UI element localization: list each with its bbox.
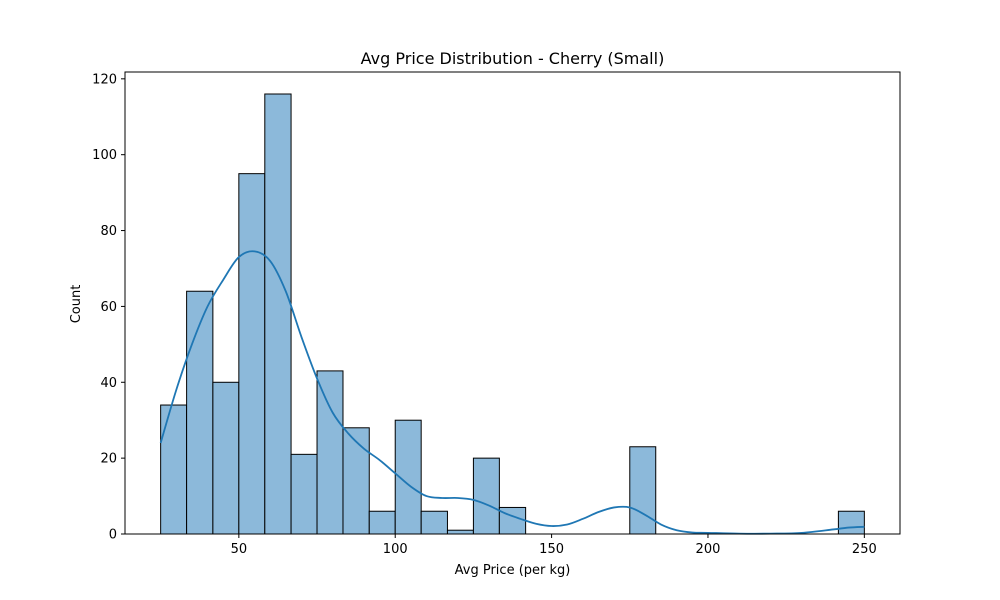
x-tick-label: 250 [852, 542, 877, 557]
histogram-bar [629, 446, 657, 535]
histogram-bar [160, 404, 188, 535]
y-axis-ticks: 0 20 40 60 80 100 120 [92, 72, 125, 543]
histogram-bars [160, 93, 865, 535]
axes [124, 71, 901, 535]
histogram-bar [420, 510, 448, 535]
y-tick-label: 80 [100, 224, 117, 239]
histogram-bar [264, 93, 292, 535]
y-tick-label: 0 [109, 528, 117, 543]
histogram-bar [368, 510, 396, 535]
x-tick-label: 200 [696, 542, 721, 557]
histogram-bar [212, 381, 240, 535]
x-axis-label: Avg Price (per kg) [455, 563, 571, 578]
y-tick-label: 100 [92, 148, 117, 163]
histogram-bar [342, 427, 370, 535]
histogram-bar [498, 506, 527, 535]
y-tick-label: 120 [92, 72, 117, 87]
y-tick-label: 40 [100, 376, 117, 391]
histogram-bar [238, 173, 266, 535]
histogram-bar [186, 290, 214, 535]
y-tick-label: 60 [100, 300, 117, 315]
y-axis-label: Count [69, 285, 84, 324]
x-tick-label: 150 [539, 542, 564, 557]
histogram-bar [837, 510, 865, 535]
kde-curve-layer [159, 250, 865, 535]
x-tick-label: 50 [231, 542, 248, 557]
x-tick-label: 100 [383, 542, 408, 557]
x-axis-ticks: 50 100 150 200 250 [231, 534, 877, 557]
histogram-bar [316, 370, 344, 535]
histogram-bar [446, 529, 474, 535]
histogram-bar [290, 453, 318, 535]
kde-line [159, 250, 865, 535]
plot-frame [124, 71, 901, 535]
y-tick-label: 20 [100, 452, 117, 467]
histogram-bar [472, 457, 500, 535]
chart-title: Avg Price Distribution - Cherry (Small) [361, 49, 665, 68]
